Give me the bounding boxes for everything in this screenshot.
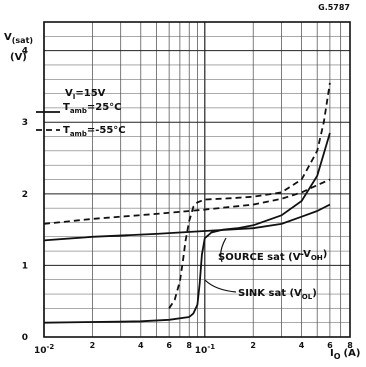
x-minor-tick-label: 4 — [138, 341, 144, 350]
x-major-tick-base: 10 — [34, 346, 47, 356]
legend-entry-dashed-symbol: T — [63, 125, 70, 136]
series-1-dashed-line — [43, 178, 331, 225]
legend-entry-dashed-value: =-55°C — [87, 125, 126, 136]
y-tick-label: 1 — [22, 261, 28, 271]
annotation-sink-sat-end: ) — [312, 288, 317, 299]
legend: VI=15V Tamb=25°C Tamb=-55°C — [36, 88, 126, 138]
legend-entry-dashed-subscript: amb — [70, 130, 87, 138]
annotation-sink-leader — [204, 279, 237, 293]
figure-code: G.5787 — [318, 3, 350, 12]
x-minor-tick-label: 2 — [90, 341, 96, 350]
x-major-tick-exponent: -2 — [47, 343, 55, 351]
legend-condition: VI=15V — [65, 88, 106, 101]
x-major-tick-exponent: -1 — [207, 343, 215, 351]
legend-entry-solid-symbol: T — [63, 102, 70, 113]
x-minor-tick-label: 8 — [347, 341, 353, 350]
legend-condition-symbol: V — [65, 88, 73, 99]
x-minor-tick-label: 8 — [186, 341, 192, 350]
series-0-solid-line — [43, 203, 331, 242]
x-axis-unit: (A) — [344, 348, 361, 359]
y-axis-title: V(sat) — [4, 32, 33, 45]
series-3-dashed-line — [168, 82, 331, 309]
x-major-tick-base: 10 — [195, 346, 208, 356]
x-axis-title: IO (A) — [330, 348, 360, 361]
annotation-source-sat-tail: -V — [300, 249, 311, 260]
y-tick-label: 2 — [22, 190, 28, 200]
series-2-solid-line — [43, 132, 331, 324]
legend-entry-solid: Tamb=25°C — [63, 102, 122, 115]
plot-frame — [43, 21, 351, 338]
y-tick-label: 4 — [22, 47, 28, 57]
x-minor-tick-label: 6 — [327, 341, 333, 350]
legend-condition-value: =15V — [75, 88, 105, 99]
legend-condition-subscript: I — [73, 93, 76, 101]
x-minor-tick-label: 4 — [299, 341, 305, 350]
y-axis-subscript: (sat) — [12, 36, 33, 45]
x-major-tick-label: 10-1 — [195, 343, 215, 356]
annotation-sink-sat: SINK sat (VOL) — [238, 288, 317, 301]
x-minor-tick-label: 2 — [250, 341, 256, 350]
legend-entry-dashed: Tamb=-55°C — [63, 125, 126, 138]
x-minor-tick-label: 6 — [166, 341, 172, 350]
legend-entry-solid-subscript: amb — [70, 107, 87, 115]
annotation-source-leader — [220, 237, 227, 263]
legend-entry-solid-value: =25°C — [87, 102, 122, 113]
y-tick-label: 0 — [22, 333, 28, 343]
x-axis-subscript: O — [334, 352, 341, 361]
y-axis-symbol: V — [4, 32, 12, 43]
annotation-source-sat-sub2: OH — [311, 254, 323, 262]
annotation-source-sat-end: ) — [323, 249, 328, 260]
annotation-source-sat-text: SOURCE sat (V — [218, 252, 301, 263]
annotation-sink-sat-sub: OL — [302, 293, 313, 301]
y-tick-label: 3 — [22, 118, 28, 128]
grid-lines — [43, 22, 351, 338]
y-axis-unit: (V) — [10, 52, 27, 63]
annotation-source-sat: SOURCE sat (V-VOH) — [218, 249, 327, 263]
x-axis-symbol: I — [330, 348, 334, 359]
series-layer — [43, 82, 331, 324]
annotation-sink-sat-text: SINK sat (V — [238, 288, 302, 299]
x-major-tick-label: 10-2 — [34, 343, 54, 356]
